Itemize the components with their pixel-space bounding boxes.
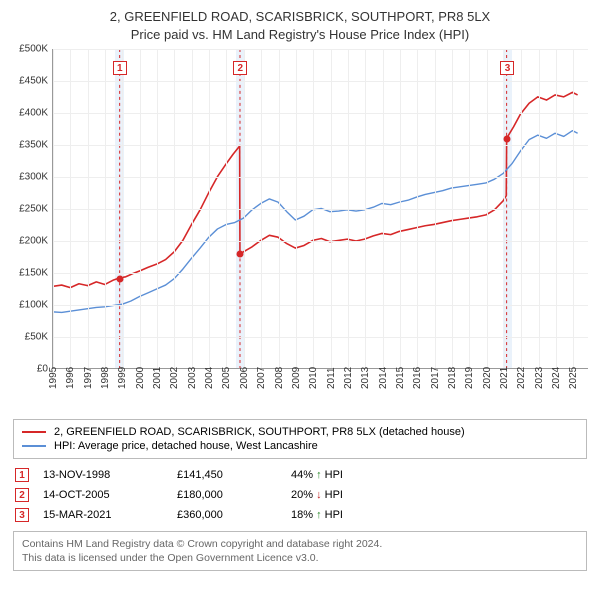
event-marker-box: 1	[113, 61, 127, 75]
y-tick-label: £100K	[19, 300, 48, 311]
y-axis: £0£50K£100K£150K£200K£250K£300K£350K£400…	[12, 49, 52, 369]
footer-box: Contains HM Land Registry data © Crown c…	[13, 531, 587, 571]
x-tick-label: 2025	[568, 367, 579, 389]
x-tick-label: 1999	[117, 367, 128, 389]
x-tick-label: 1997	[83, 367, 94, 389]
x-tick-label: 1998	[100, 367, 111, 389]
y-tick-label: £450K	[19, 76, 48, 87]
event-date: 13-NOV-1998	[43, 469, 163, 481]
y-tick-label: £400K	[19, 108, 48, 119]
x-tick-label: 2018	[447, 367, 458, 389]
x-tick-label: 2019	[464, 367, 475, 389]
arrow-icon: ↓	[316, 489, 322, 501]
x-tick-label: 2006	[239, 367, 250, 389]
x-tick-label: 2001	[152, 367, 163, 389]
event-marker-dot	[116, 275, 123, 282]
x-tick-label: 2007	[256, 367, 267, 389]
events-table: 1 13-NOV-1998 £141,450 44% ↑ HPI 2 14-OCT-200…	[13, 465, 587, 525]
event-num-box: 2	[15, 488, 29, 502]
event-price: £141,450	[177, 469, 277, 481]
event-pct: 44% ↑ HPI	[291, 469, 421, 481]
legend-label-hpi: HPI: Average price, detached house, West…	[54, 440, 318, 452]
event-price: £360,000	[177, 509, 277, 521]
x-tick-label: 2014	[378, 367, 389, 389]
y-tick-label: £200K	[19, 236, 48, 247]
title-block: 2, GREENFIELD ROAD, SCARISBRICK, SOUTHPO…	[12, 8, 588, 43]
x-tick-label: 2005	[221, 367, 232, 389]
event-date: 14-OCT-2005	[43, 489, 163, 501]
x-tick-label: 2000	[135, 367, 146, 389]
legend-swatch-property	[22, 431, 46, 433]
y-tick-label: £0	[37, 364, 48, 375]
arrow-icon: ↑	[316, 509, 322, 521]
y-tick-label: £350K	[19, 140, 48, 151]
title-line-2: Price paid vs. HM Land Registry's House …	[12, 26, 588, 44]
legend-swatch-hpi	[22, 445, 46, 447]
legend-box: 2, GREENFIELD ROAD, SCARISBRICK, SOUTHPO…	[13, 419, 587, 459]
legend-label-property: 2, GREENFIELD ROAD, SCARISBRICK, SOUTHPO…	[54, 426, 465, 438]
event-marker-box: 3	[500, 61, 514, 75]
x-tick-label: 2021	[499, 367, 510, 389]
x-tick-label: 2022	[516, 367, 527, 389]
x-tick-label: 1996	[65, 367, 76, 389]
x-tick-label: 2002	[169, 367, 180, 389]
event-num-box: 1	[15, 468, 29, 482]
x-tick-label: 2012	[343, 367, 354, 389]
series-property	[53, 92, 578, 287]
series-hpi	[53, 131, 578, 313]
event-num-box: 3	[15, 508, 29, 522]
x-tick-label: 2013	[360, 367, 371, 389]
event-date: 15-MAR-2021	[43, 509, 163, 521]
y-tick-label: £500K	[19, 44, 48, 55]
event-price: £180,000	[177, 489, 277, 501]
plot-area: 1 2 3	[52, 49, 588, 369]
footer-line-2: This data is licensed under the Open Gov…	[22, 551, 578, 565]
y-tick-label: £250K	[19, 204, 48, 215]
x-tick-label: 2010	[308, 367, 319, 389]
x-tick-label: 2009	[291, 367, 302, 389]
legend-row: 2, GREENFIELD ROAD, SCARISBRICK, SOUTHPO…	[22, 425, 578, 439]
event-row: 2 14-OCT-2005 £180,000 20% ↓ HPI	[13, 485, 587, 505]
x-tick-label: 2011	[326, 368, 337, 390]
x-tick-label: 2016	[412, 367, 423, 389]
chart-container: 2, GREENFIELD ROAD, SCARISBRICK, SOUTHPO…	[0, 0, 600, 581]
event-pct: 18% ↑ HPI	[291, 509, 421, 521]
x-tick-label: 2023	[534, 367, 545, 389]
chart-area: £0 £50K £100K £150K £200K £250K £300K £350K £400…	[12, 49, 588, 409]
x-tick-label: 2024	[551, 367, 562, 389]
x-tick-label: 2020	[482, 367, 493, 389]
legend-row: HPI: Average price, detached house, West…	[22, 439, 578, 453]
x-tick-label: 2008	[274, 367, 285, 389]
y-tick-label: £50K	[25, 332, 48, 343]
event-marker-dot	[504, 135, 511, 142]
arrow-icon: ↑	[316, 469, 322, 481]
event-marker-box: 2	[233, 61, 247, 75]
title-line-1: 2, GREENFIELD ROAD, SCARISBRICK, SOUTHPO…	[12, 8, 588, 26]
x-tick-label: 2003	[187, 367, 198, 389]
x-axis: 1995199619971998199920002001200220032004…	[52, 369, 588, 409]
x-tick-label: 2017	[430, 367, 441, 389]
x-tick-label: 2004	[204, 367, 215, 389]
x-tick-label: 1995	[48, 367, 59, 389]
event-marker-dot	[237, 250, 244, 257]
x-tick-label: 2015	[395, 367, 406, 389]
y-tick-label: £150K	[19, 268, 48, 279]
event-row: 1 13-NOV-1998 £141,450 44% ↑ HPI	[13, 465, 587, 485]
event-pct: 20% ↓ HPI	[291, 489, 421, 501]
footer-line-1: Contains HM Land Registry data © Crown c…	[22, 537, 578, 551]
y-tick-label: £300K	[19, 172, 48, 183]
event-row: 3 15-MAR-2021 £360,000 18% ↑ HPI	[13, 505, 587, 525]
